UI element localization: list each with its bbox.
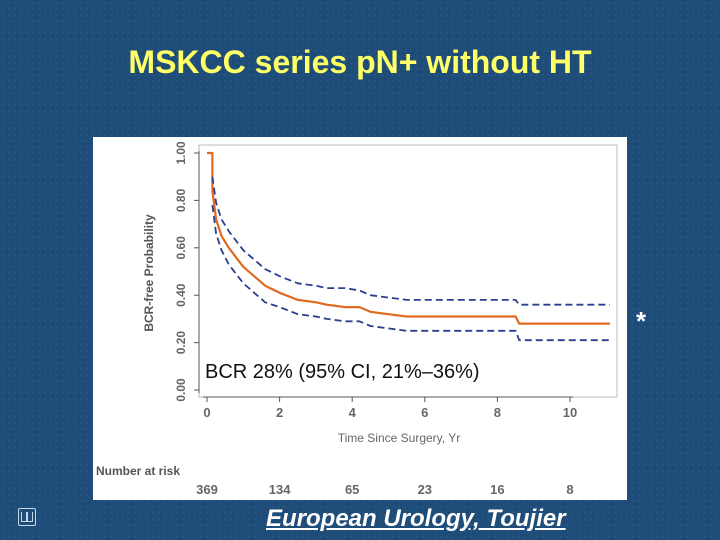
y-tick-label: 0.60: [174, 236, 188, 260]
risk-table-value: 8: [566, 482, 573, 497]
y-tick-label: 0.80: [174, 188, 188, 212]
y-tick-label: 0.00: [174, 378, 188, 402]
mayo-shield-icon: [18, 508, 36, 526]
plot-frame: [198, 144, 618, 398]
series-layer: [207, 151, 610, 342]
slide-title: MSKCC series pN+ without HT: [128, 44, 592, 80]
x-tick-label: 8: [494, 405, 501, 420]
mayo-logo: [18, 508, 40, 526]
x-tick-label: 2: [276, 405, 283, 420]
risk-table-value: 23: [418, 482, 432, 497]
y-tick-label: 0.40: [174, 283, 188, 307]
y-tick-label: 1.00: [174, 141, 188, 165]
x-tick-label: 0: [203, 405, 210, 420]
x-tick-label: 4: [349, 405, 357, 420]
y-tick-group: 0.00 0.20 0.40 0.60 0.80 1.00: [174, 141, 199, 402]
km-chart: 0.00 0.20 0.40 0.60 0.80 1.00 0 2 4 6 8 10 BCR-fre…: [96, 141, 618, 497]
asterisk-marker: *: [636, 306, 647, 336]
citation-link[interactable]: European Urology, Toujier: [266, 505, 566, 532]
x-tick-group: 0 2 4 6 8 10: [203, 397, 577, 420]
ci-upper-line: [211, 176, 610, 306]
risk-table-values: 369 134 65 23 16 8: [196, 482, 573, 497]
km-estimate-line: [207, 151, 610, 325]
x-tick-label: 6: [421, 405, 428, 420]
risk-table-value: 16: [490, 482, 504, 497]
ci-lower-line: [211, 204, 610, 342]
x-tick-label: 10: [563, 405, 577, 420]
y-tick-label: 0.20: [174, 331, 188, 355]
risk-table-value: 369: [196, 482, 218, 497]
bcr-annotation: BCR 28% (95% CI, 21%–36%): [205, 361, 480, 383]
risk-table-title: Number at risk: [96, 464, 180, 478]
risk-table-value: 134: [269, 482, 291, 497]
risk-table-value: 65: [345, 482, 359, 497]
y-axis-label: BCR-free Probability: [142, 214, 156, 332]
km-chart-panel: 0.00 0.20 0.40 0.60 0.80 1.00 0 2 4 6 8 10 BCR-fre…: [93, 137, 627, 500]
x-axis-label: Time Since Surgery, Yr: [338, 431, 460, 445]
